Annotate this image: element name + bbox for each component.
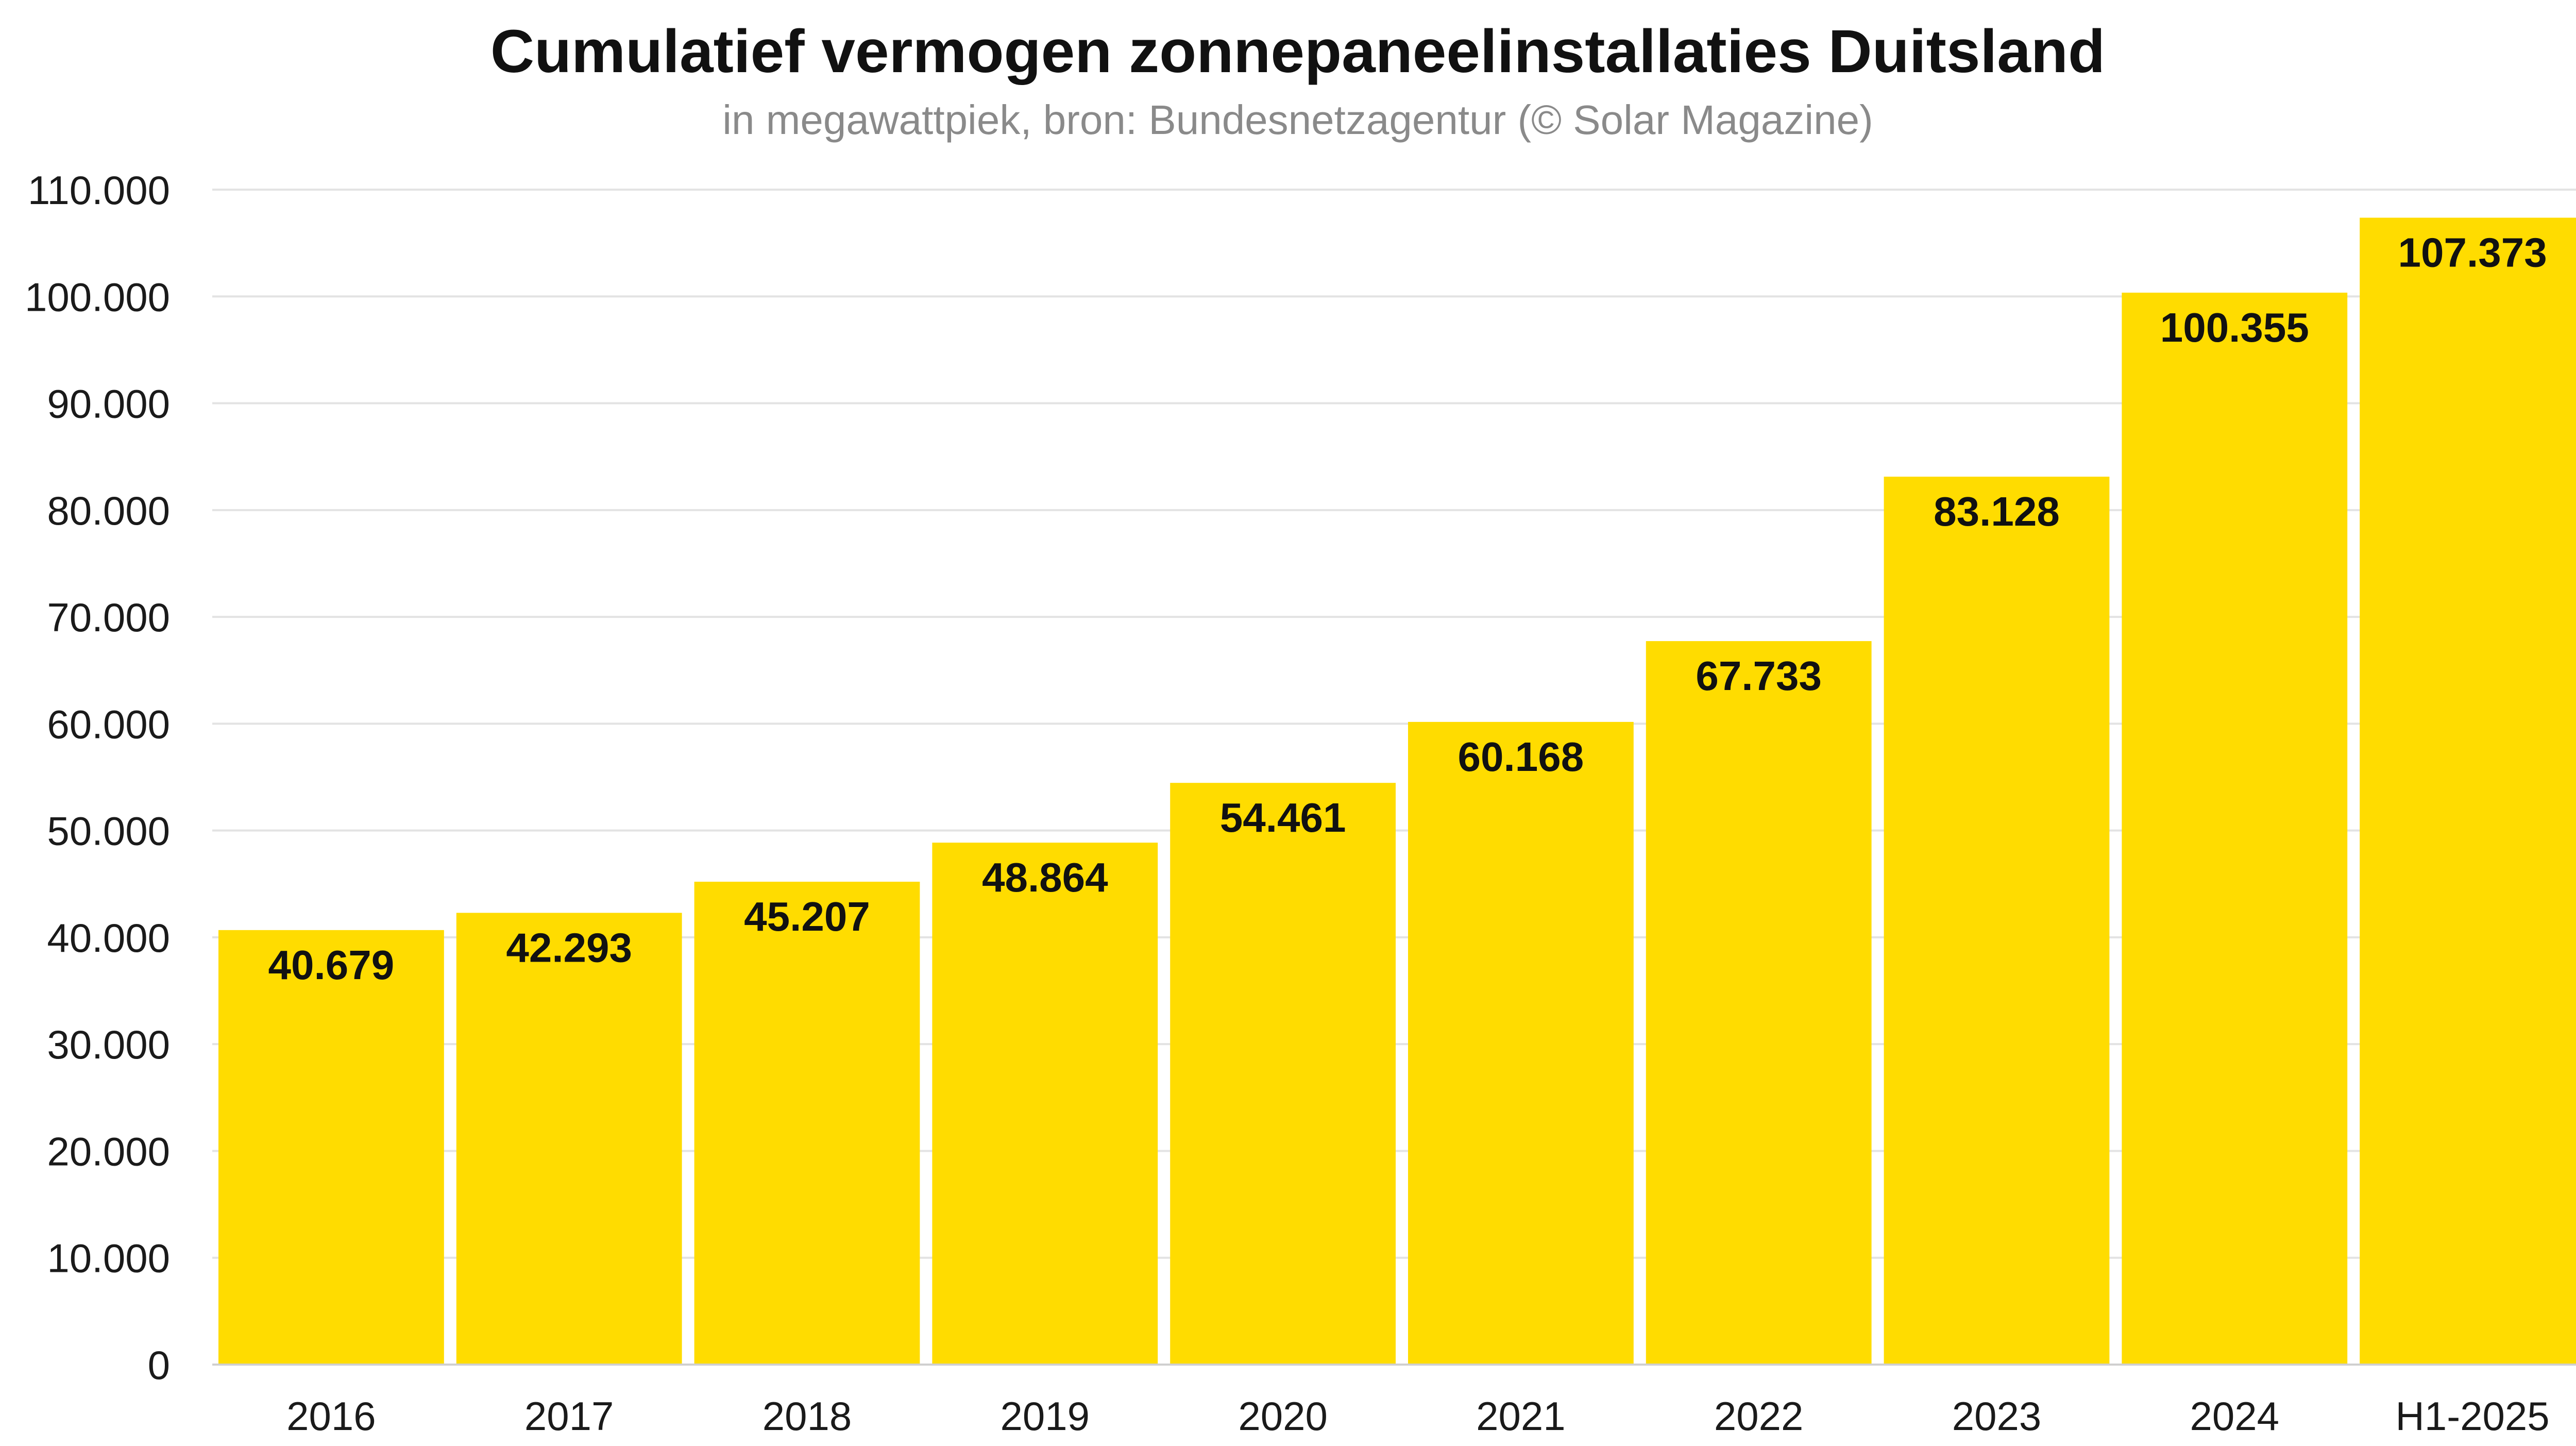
x-tick-label: H1-2025	[2395, 1393, 2549, 1439]
bar-2022	[1646, 641, 1872, 1365]
bar-H1-2025	[2360, 217, 2576, 1365]
x-tick-label: 2022	[1714, 1393, 1804, 1439]
chart-title: Cumulatief vermogen zonnepaneelinstallat…	[490, 18, 2105, 86]
y-tick-label: 80.000	[47, 488, 170, 533]
data-label: 42.293	[506, 924, 632, 970]
y-tick-label: 20.000	[47, 1129, 170, 1174]
data-label: 54.461	[1220, 795, 1346, 840]
bar-2017	[456, 913, 682, 1365]
bar-2016	[218, 930, 444, 1365]
bar-2023	[1884, 476, 2110, 1365]
data-label: 48.864	[982, 854, 1108, 900]
data-label: 60.168	[1458, 734, 1584, 780]
x-axis-ticks: 2016 2017 2018 2019 2020 2021 2022 2023 2024 H1-2…	[286, 1393, 2550, 1439]
chart-subtitle: in megawattpiek, bron: Bundesnetzagentur…	[722, 97, 1873, 143]
x-tick-label: 2019	[1001, 1393, 1090, 1439]
bar-2021	[1408, 721, 1634, 1365]
y-tick-label: 70.000	[47, 595, 170, 640]
x-tick-label: 2021	[1476, 1393, 1566, 1439]
x-tick-label: 2020	[1238, 1393, 1328, 1439]
y-tick-label: 60.000	[47, 701, 170, 747]
data-label: 45.207	[744, 894, 870, 939]
x-tick-label: 2017	[524, 1393, 614, 1439]
data-label: 107.373	[2398, 229, 2547, 275]
bar-2020	[1170, 783, 1396, 1365]
data-label: 83.128	[1934, 489, 2060, 534]
y-tick-label: 90.000	[47, 381, 170, 427]
y-tick-label: 30.000	[47, 1022, 170, 1067]
y-axis-ticks: 0 10.000 20.000 30.000 40.000 50.000 60.000 70.…	[25, 167, 170, 1388]
y-tick-label: 10.000	[47, 1236, 170, 1281]
bar-2018	[694, 881, 920, 1365]
x-tick-label: 2023	[1952, 1393, 2042, 1439]
x-tick-label: 2016	[286, 1393, 376, 1439]
y-tick-label: 0	[148, 1342, 170, 1388]
y-tick-label: 50.000	[47, 809, 170, 854]
y-tick-label: 40.000	[47, 915, 170, 961]
data-label: 40.679	[268, 942, 395, 988]
y-tick-label: 100.000	[25, 274, 170, 320]
bar-2024	[2122, 292, 2348, 1365]
bar-2019	[932, 843, 1158, 1365]
bars	[218, 217, 2576, 1365]
data-label: 67.733	[1696, 653, 1822, 699]
value-labels: 40.679 42.293 45.207 48.864 54.461 60.168 67.7…	[268, 229, 2547, 987]
x-tick-label: 2024	[2190, 1393, 2280, 1439]
data-label: 100.355	[2160, 305, 2309, 350]
x-tick-label: 2018	[762, 1393, 852, 1439]
y-tick-label: 110.000	[28, 167, 170, 213]
